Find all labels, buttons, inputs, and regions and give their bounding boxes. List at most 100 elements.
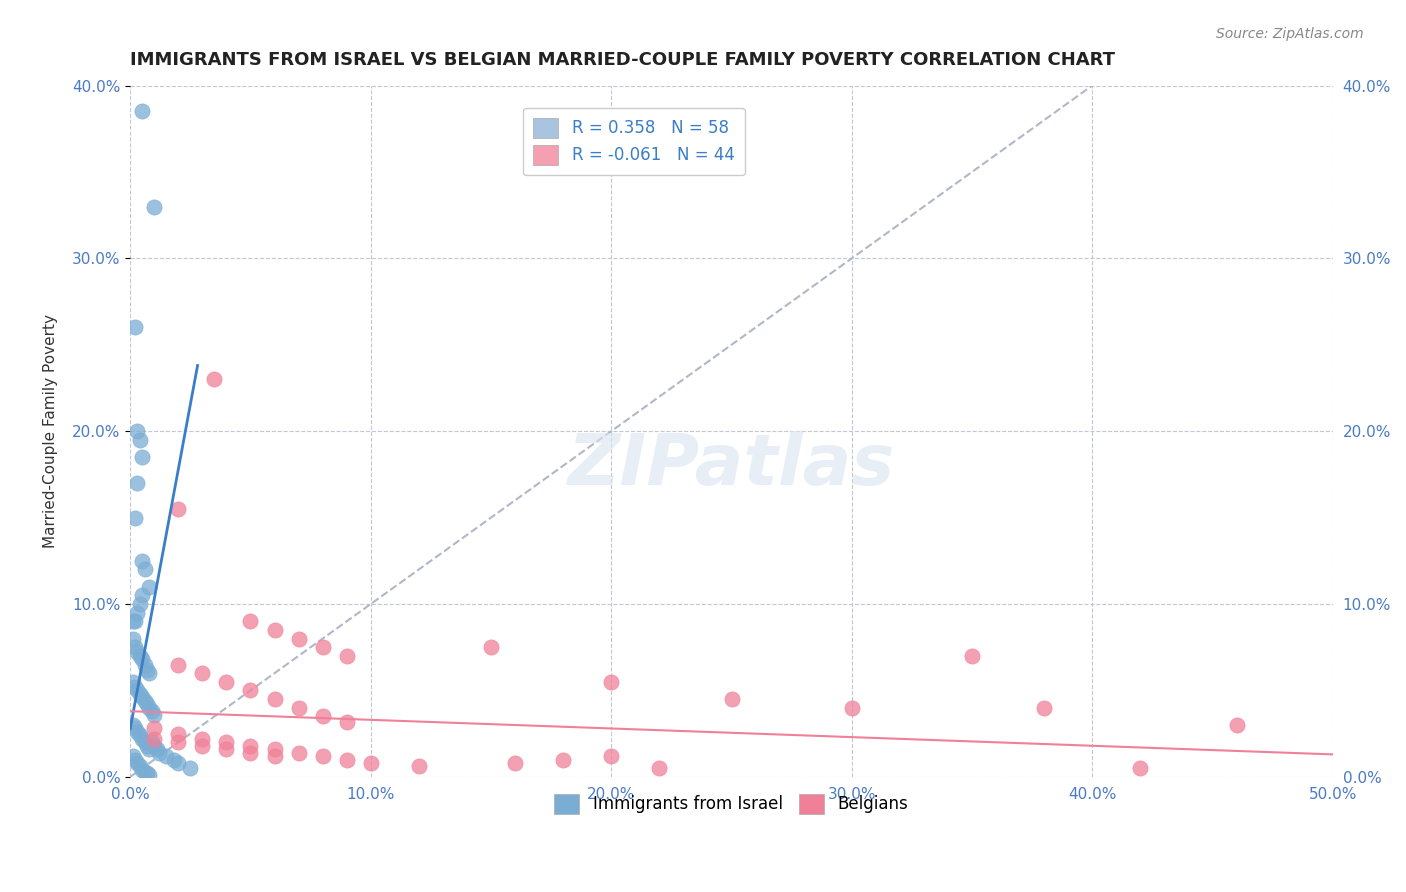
Point <box>311 709 333 723</box>
Y-axis label: Married-Couple Family Poverty: Married-Couple Family Poverty <box>44 314 58 549</box>
Point <box>155 749 177 764</box>
Point <box>131 450 153 464</box>
Point <box>1129 761 1152 775</box>
Point <box>131 652 153 666</box>
Point <box>138 742 160 756</box>
Point <box>263 692 285 706</box>
Point <box>503 756 526 770</box>
Point <box>141 735 163 749</box>
Point <box>336 753 359 767</box>
Point <box>191 731 214 746</box>
Point <box>239 683 262 698</box>
Point <box>131 104 153 119</box>
Point <box>138 768 160 782</box>
Point <box>127 683 149 698</box>
Point <box>128 433 150 447</box>
Point <box>145 742 167 756</box>
Point <box>143 722 166 736</box>
Point <box>1033 700 1056 714</box>
Point <box>127 725 149 739</box>
Point <box>336 714 359 729</box>
Point <box>167 502 190 516</box>
Point <box>138 580 160 594</box>
Point <box>191 666 214 681</box>
Point <box>128 597 150 611</box>
Point <box>287 632 309 646</box>
Point <box>124 680 146 694</box>
Point <box>124 615 146 629</box>
Point <box>336 648 359 663</box>
Point <box>121 749 143 764</box>
Point <box>553 753 575 767</box>
Point <box>1225 718 1247 732</box>
Point <box>134 694 156 708</box>
Point <box>215 674 238 689</box>
Point <box>179 761 201 775</box>
Point <box>143 200 166 214</box>
Point <box>128 759 150 773</box>
Point <box>121 674 143 689</box>
Point <box>131 690 153 705</box>
Point <box>287 746 309 760</box>
Point <box>841 700 863 714</box>
Point <box>131 731 153 746</box>
Point <box>136 698 159 712</box>
Point <box>311 640 333 655</box>
Point <box>263 623 285 637</box>
Point <box>167 735 190 749</box>
Point <box>162 753 184 767</box>
Point <box>124 510 146 524</box>
Point <box>960 648 983 663</box>
Point <box>127 645 149 659</box>
Point <box>215 742 238 756</box>
Point <box>143 731 166 746</box>
Point <box>720 692 742 706</box>
Point <box>648 761 671 775</box>
Point <box>124 320 146 334</box>
Point <box>131 554 153 568</box>
Point <box>136 739 159 753</box>
Point <box>121 632 143 646</box>
Point <box>600 674 623 689</box>
Point <box>124 753 146 767</box>
Point <box>134 735 156 749</box>
Point <box>287 700 309 714</box>
Point <box>191 739 214 753</box>
Point <box>138 666 160 681</box>
Point <box>124 640 146 655</box>
Point <box>127 424 149 438</box>
Legend: Immigrants from Israel, Belgians: Immigrants from Israel, Belgians <box>544 783 918 824</box>
Point <box>138 700 160 714</box>
Text: ZIPatlas: ZIPatlas <box>568 431 896 500</box>
Point <box>136 663 159 677</box>
Point <box>134 657 156 672</box>
Point <box>148 746 170 760</box>
Point <box>239 615 262 629</box>
Point <box>143 739 166 753</box>
Text: IMMIGRANTS FROM ISRAEL VS BELGIAN MARRIED-COUPLE FAMILY POVERTY CORRELATION CHAR: IMMIGRANTS FROM ISRAEL VS BELGIAN MARRIE… <box>131 51 1115 69</box>
Point <box>127 756 149 770</box>
Point <box>134 562 156 576</box>
Point <box>600 749 623 764</box>
Point <box>263 749 285 764</box>
Point <box>127 476 149 491</box>
Point <box>141 704 163 718</box>
Point <box>136 766 159 780</box>
Point <box>215 735 238 749</box>
Point <box>128 728 150 742</box>
Point <box>128 687 150 701</box>
Point <box>124 722 146 736</box>
Point <box>311 749 333 764</box>
Point <box>202 372 225 386</box>
Point <box>167 657 190 672</box>
Point <box>121 718 143 732</box>
Point <box>131 588 153 602</box>
Point <box>408 759 430 773</box>
Point <box>360 756 382 770</box>
Point <box>131 763 153 777</box>
Point <box>239 746 262 760</box>
Point <box>134 764 156 779</box>
Point <box>239 739 262 753</box>
Point <box>143 707 166 722</box>
Point <box>167 726 190 740</box>
